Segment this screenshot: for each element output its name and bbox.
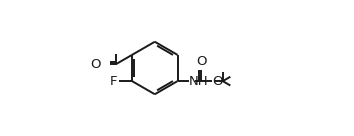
Text: NH: NH [189, 75, 209, 88]
Text: O: O [90, 58, 101, 71]
Text: O: O [212, 75, 222, 88]
Text: F: F [109, 75, 117, 88]
Text: O: O [196, 55, 207, 68]
